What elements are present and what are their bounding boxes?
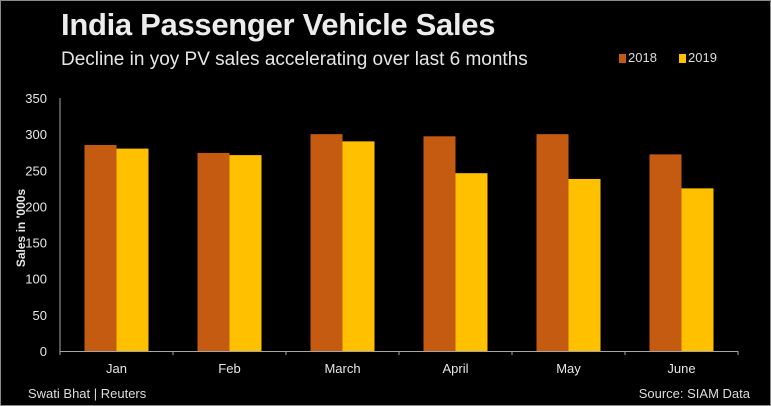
source-text: Source: SIAM Data bbox=[638, 386, 750, 401]
x-axis: Jan Feb March April May June bbox=[59, 351, 739, 376]
x-tick-label: March bbox=[324, 361, 360, 376]
legend-label-2018: 2018 bbox=[628, 50, 657, 65]
bar-2019-june bbox=[681, 188, 714, 351]
x-tick-label: April bbox=[442, 361, 468, 376]
y-axis-ticks: 0 50 100 150 200 250 300 350 bbox=[25, 91, 61, 359]
y-tick-label: 300 bbox=[25, 127, 47, 142]
bar-2018-june bbox=[649, 154, 682, 351]
bar-2018-may bbox=[536, 134, 569, 351]
x-tick-label: June bbox=[667, 361, 695, 376]
bar-2018-jan bbox=[84, 144, 117, 351]
x-tick-label: Feb bbox=[218, 361, 240, 376]
x-tick-label: May bbox=[556, 361, 581, 376]
bar-2019-march bbox=[342, 141, 375, 351]
bar-2018-march bbox=[310, 134, 343, 351]
x-tick-label: Jan bbox=[106, 361, 127, 376]
y-tick-label: 0 bbox=[40, 344, 47, 359]
bar-2018-feb bbox=[197, 152, 230, 351]
bar-2019-jan bbox=[116, 148, 149, 351]
legend-swatch-2019 bbox=[679, 54, 686, 63]
y-tick-label: 150 bbox=[25, 236, 47, 251]
y-tick-label: 50 bbox=[33, 308, 47, 323]
legend-label-2019: 2019 bbox=[688, 50, 717, 65]
y-tick-label: 200 bbox=[25, 199, 47, 214]
credit-text: Swati Bhat | Reuters bbox=[28, 386, 147, 401]
bar-2019-april bbox=[455, 173, 488, 351]
y-tick-label: 100 bbox=[25, 272, 47, 287]
chart-subtitle: Decline in yoy PV sales accelerating ove… bbox=[61, 49, 528, 70]
legend-item-2018: 2018 bbox=[619, 50, 657, 65]
bars bbox=[84, 134, 714, 351]
legend-swatch-2018 bbox=[619, 54, 626, 63]
bar-2018-april bbox=[423, 136, 456, 351]
y-tick-label: 350 bbox=[25, 91, 47, 106]
y-tick-label: 250 bbox=[25, 163, 47, 178]
chart-title: India Passenger Vehicle Sales bbox=[61, 7, 496, 42]
bar-2019-feb bbox=[229, 155, 262, 351]
legend-item-2019: 2019 bbox=[679, 50, 717, 65]
bar-2019-may bbox=[568, 178, 601, 351]
